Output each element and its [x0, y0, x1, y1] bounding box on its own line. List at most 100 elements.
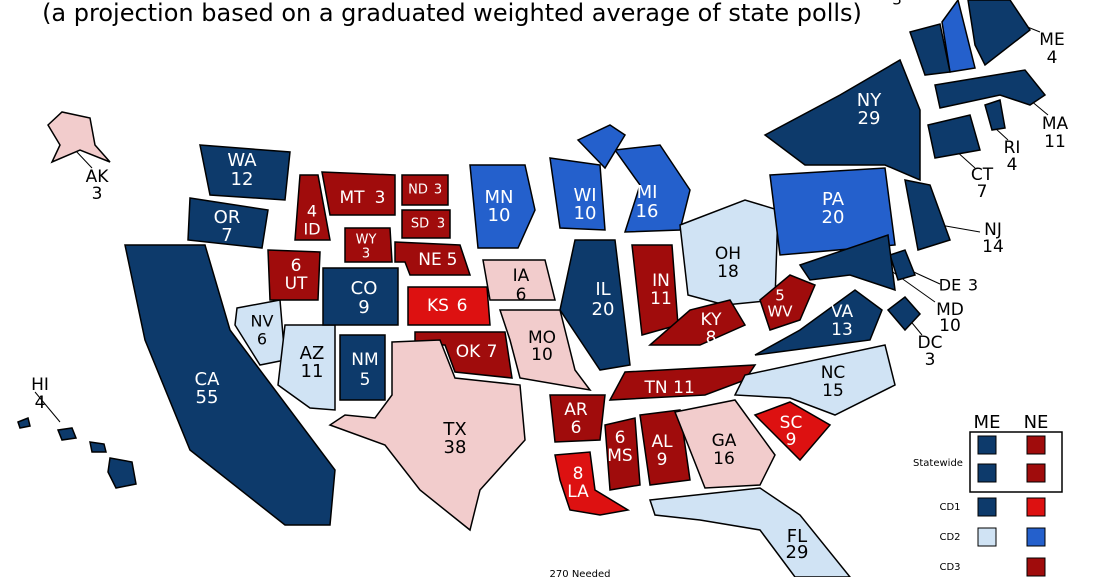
- state: [17, 416, 31, 429]
- legend-box: [969, 431, 1063, 493]
- state-abbr: NJ: [984, 220, 1002, 240]
- state: [559, 239, 631, 371]
- state: [604, 417, 641, 491]
- state-abbr: ID: [303, 220, 320, 239]
- state-abbr: MD: [936, 300, 964, 320]
- state-abbr: ME: [1039, 30, 1064, 50]
- legend-swatch: [977, 527, 997, 547]
- state-abbr: MT: [339, 188, 365, 208]
- state: [576, 124, 627, 170]
- state-votes: 29: [858, 108, 881, 129]
- state-votes: 3: [375, 188, 386, 208]
- state-nh: [941, 0, 976, 73]
- state: [759, 274, 816, 331]
- state-votes: 3: [362, 247, 370, 262]
- state-abbr: CA: [195, 369, 221, 390]
- state-votes: 16: [713, 449, 735, 469]
- state-abbr: OH: [715, 244, 741, 264]
- state-votes: 6: [615, 428, 626, 448]
- state-votes: 4: [1007, 155, 1018, 175]
- state-votes: 11: [673, 378, 695, 398]
- state: [107, 457, 137, 489]
- state-abbr: AZ: [300, 343, 325, 364]
- state: [673, 399, 776, 489]
- state-votes: 6: [516, 285, 527, 305]
- state: [753, 401, 832, 462]
- state: [199, 144, 291, 201]
- state: [394, 241, 472, 276]
- state-abbr: WV: [767, 303, 793, 321]
- state-votes: 3: [437, 217, 445, 232]
- state-abbr: WA: [227, 150, 257, 171]
- state: [549, 157, 606, 231]
- state: [47, 111, 111, 164]
- state-votes: 6: [291, 256, 302, 276]
- state-abbr: KS: [427, 296, 449, 316]
- legend-swatch: [1026, 435, 1046, 455]
- state-votes: 11: [650, 289, 672, 309]
- state-abbr: SD: [411, 217, 429, 232]
- state-votes: 6: [457, 296, 468, 316]
- state: [187, 197, 269, 249]
- legend-row-label: CD1: [939, 502, 960, 513]
- state-abbr: DE: [939, 276, 961, 295]
- state-abbr: WI: [573, 185, 596, 206]
- state: [763, 58, 921, 182]
- state: [904, 179, 951, 251]
- state-abbr: VA: [831, 302, 854, 322]
- state-votes: 3: [968, 276, 978, 295]
- state: [407, 286, 491, 326]
- state-votes: 7: [221, 225, 232, 246]
- state: [927, 114, 981, 159]
- state-abbr: TX: [442, 419, 466, 440]
- state-abbr: NV: [251, 312, 274, 331]
- state-votes: 3: [434, 183, 442, 198]
- state: [648, 487, 851, 577]
- state-votes: 14: [982, 237, 1004, 257]
- state-abbr: PA: [822, 189, 845, 210]
- state-votes: 11: [301, 361, 324, 382]
- state: [89, 441, 107, 453]
- state: [984, 99, 1006, 131]
- state-votes: 9: [786, 430, 797, 450]
- state-abbr: MI: [637, 182, 658, 203]
- vt-votes: 3: [892, 0, 902, 9]
- state-abbr: LA: [567, 482, 589, 502]
- state-votes: 3: [92, 184, 103, 204]
- legend-header: ME: [974, 412, 1001, 433]
- state-abbr: UT: [285, 274, 308, 294]
- state: [401, 174, 449, 206]
- state: [754, 289, 883, 356]
- state-abbr: FL: [787, 526, 807, 547]
- state-abbr: DC: [918, 333, 943, 353]
- state-abbr: CO: [351, 278, 378, 299]
- state-vt: [909, 23, 951, 76]
- legend-swatch: [977, 463, 997, 483]
- state-votes: 55: [196, 387, 219, 408]
- legend-row-label: CD3: [939, 562, 960, 573]
- state-abbr: OK: [456, 342, 481, 362]
- state-abbr: TN: [643, 378, 667, 398]
- state: [344, 227, 393, 263]
- state-abbr: NM: [351, 350, 378, 370]
- state-abbr: NE: [418, 250, 441, 270]
- state: [124, 244, 336, 526]
- state: [321, 171, 396, 216]
- state: [769, 167, 896, 256]
- legend-swatch: [1026, 497, 1046, 517]
- state: [648, 299, 747, 346]
- state-abbr: IL: [595, 279, 610, 300]
- state-votes: 8: [706, 328, 717, 348]
- state-votes: 11: [1044, 132, 1066, 152]
- state-votes: 6: [257, 330, 267, 349]
- state-votes: 10: [488, 205, 511, 226]
- legend-row-label: CD2: [939, 532, 960, 543]
- state-abbr: MO: [528, 328, 556, 348]
- state: [554, 451, 631, 516]
- state-votes: 3: [925, 350, 936, 370]
- state-abbr: MA: [1042, 114, 1069, 134]
- state: [934, 69, 1047, 109]
- state-votes: 38: [444, 437, 467, 458]
- state: [733, 344, 896, 416]
